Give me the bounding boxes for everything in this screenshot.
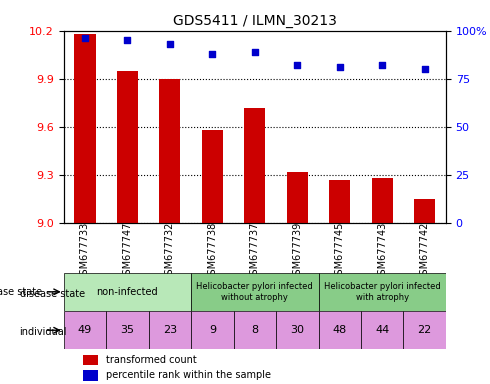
Point bbox=[378, 62, 386, 68]
Bar bbox=[414, 199, 435, 223]
FancyBboxPatch shape bbox=[64, 311, 106, 349]
Text: GSM677732: GSM677732 bbox=[165, 221, 175, 281]
Text: individual: individual bbox=[20, 327, 67, 337]
Text: GSM677747: GSM677747 bbox=[122, 221, 132, 281]
Point bbox=[81, 35, 89, 41]
Text: 44: 44 bbox=[375, 325, 390, 335]
Bar bbox=[117, 71, 138, 223]
Text: GSM677733: GSM677733 bbox=[80, 221, 90, 281]
Title: GDS5411 / ILMN_30213: GDS5411 / ILMN_30213 bbox=[173, 14, 337, 28]
Text: transformed count: transformed count bbox=[106, 355, 196, 365]
Text: Helicobacter pylori infected
with atrophy: Helicobacter pylori infected with atroph… bbox=[324, 282, 441, 301]
FancyBboxPatch shape bbox=[361, 311, 403, 349]
Point bbox=[123, 37, 131, 43]
Text: GSM677742: GSM677742 bbox=[419, 221, 430, 281]
Point bbox=[208, 51, 216, 57]
Bar bbox=[74, 34, 96, 223]
FancyBboxPatch shape bbox=[276, 311, 318, 349]
Bar bbox=[329, 180, 350, 223]
Text: 48: 48 bbox=[333, 325, 347, 335]
Text: GSM677745: GSM677745 bbox=[335, 221, 345, 281]
Text: 23: 23 bbox=[163, 325, 177, 335]
Point bbox=[421, 66, 429, 72]
Text: disease state: disease state bbox=[0, 287, 43, 297]
Bar bbox=[371, 178, 393, 223]
Text: disease state: disease state bbox=[20, 289, 85, 299]
Bar bbox=[287, 172, 308, 223]
FancyBboxPatch shape bbox=[403, 311, 446, 349]
FancyBboxPatch shape bbox=[318, 273, 446, 311]
FancyBboxPatch shape bbox=[191, 273, 318, 311]
Text: GSM677738: GSM677738 bbox=[207, 221, 218, 281]
FancyBboxPatch shape bbox=[148, 311, 191, 349]
Point bbox=[294, 62, 301, 68]
Text: 35: 35 bbox=[121, 325, 134, 335]
Text: GSM677737: GSM677737 bbox=[250, 221, 260, 281]
Text: 9: 9 bbox=[209, 325, 216, 335]
FancyBboxPatch shape bbox=[234, 311, 276, 349]
Text: GSM677739: GSM677739 bbox=[292, 221, 302, 281]
FancyBboxPatch shape bbox=[318, 311, 361, 349]
Text: 22: 22 bbox=[417, 325, 432, 335]
Point bbox=[336, 64, 343, 70]
Bar bbox=[202, 130, 223, 223]
Point bbox=[166, 41, 174, 47]
FancyBboxPatch shape bbox=[191, 311, 234, 349]
Text: Helicobacter pylori infected
without atrophy: Helicobacter pylori infected without atr… bbox=[196, 282, 313, 301]
Bar bbox=[159, 79, 180, 223]
Bar bbox=[83, 370, 98, 381]
Text: percentile rank within the sample: percentile rank within the sample bbox=[106, 370, 271, 381]
Point bbox=[251, 49, 259, 55]
Bar bbox=[83, 355, 98, 365]
Text: 30: 30 bbox=[290, 325, 304, 335]
FancyBboxPatch shape bbox=[106, 311, 148, 349]
Text: 49: 49 bbox=[78, 325, 92, 335]
Text: non-infected: non-infected bbox=[97, 287, 158, 297]
Text: GSM677743: GSM677743 bbox=[377, 221, 387, 281]
Text: 8: 8 bbox=[251, 325, 258, 335]
FancyBboxPatch shape bbox=[64, 273, 191, 311]
Bar bbox=[244, 108, 266, 223]
